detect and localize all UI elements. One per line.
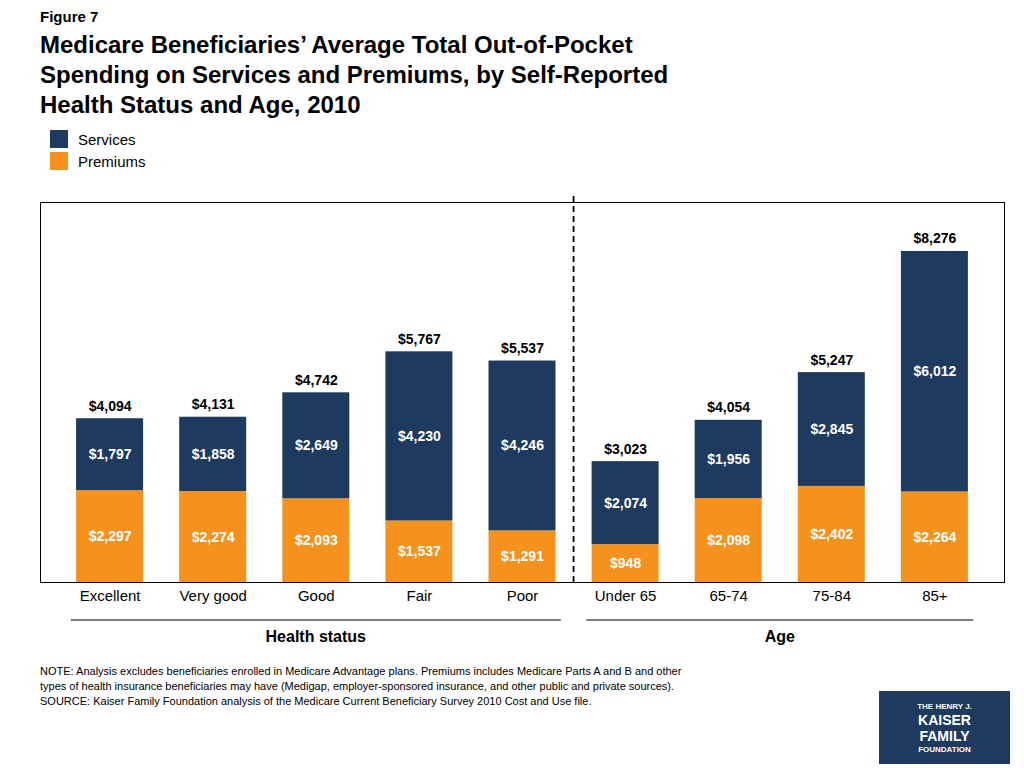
- svg-text:Poor: Poor: [507, 587, 539, 604]
- html-text:Premiums: Premiums: [78, 152, 146, 170]
- svg-text:$5,767: $5,767: [398, 331, 441, 347]
- svg-text:$4,094: $4,094: [89, 398, 132, 414]
- html-text:Figure 7: Figure 7: [40, 8, 99, 25]
- svg-text:$3,023: $3,023: [604, 441, 647, 457]
- svg-text:$1,291: $1,291: [501, 548, 544, 564]
- svg-text:Under 65: Under 65: [595, 587, 657, 604]
- svg-text:$2,649: $2,649: [295, 437, 338, 453]
- html-text:FOUNDATION: FOUNDATION: [918, 744, 971, 754]
- svg-text:$5,247: $5,247: [810, 352, 853, 368]
- svg-text:$2,845: $2,845: [810, 421, 853, 437]
- svg-text:$4,246: $4,246: [501, 437, 544, 453]
- svg-text:$1,537: $1,537: [398, 543, 441, 559]
- svg-text:65-74: 65-74: [710, 587, 748, 604]
- svg-text:$1,797: $1,797: [89, 446, 132, 462]
- svg-text:$6,012: $6,012: [913, 363, 956, 379]
- svg-text:$2,274: $2,274: [192, 529, 235, 545]
- svg-text:Age: Age: [765, 628, 795, 645]
- svg-text:Fair: Fair: [406, 587, 432, 604]
- svg-text:$8,276: $8,276: [913, 230, 956, 246]
- html-text:NOTE: Analysis excludes benefi: NOTE: Analysis excludes beneficiaries en…: [40, 665, 682, 707]
- svg-text:85+: 85+: [922, 587, 948, 604]
- svg-text:$5,537: $5,537: [501, 340, 544, 356]
- svg-text:$4,230: $4,230: [398, 428, 441, 444]
- svg-text:Good: Good: [298, 587, 335, 604]
- svg-text:$4,742: $4,742: [295, 372, 338, 388]
- html-text:Services: Services: [78, 130, 136, 148]
- html-text:FAMILY: FAMILY: [919, 727, 970, 744]
- svg-text:$948: $948: [610, 555, 641, 571]
- svg-text:$1,956: $1,956: [707, 451, 750, 467]
- svg-text:$2,402: $2,402: [810, 526, 853, 542]
- svg-text:$2,098: $2,098: [707, 532, 750, 548]
- svg-text:$2,074: $2,074: [604, 495, 647, 511]
- svg-text:75-84: 75-84: [813, 587, 851, 604]
- svg-text:$4,131: $4,131: [192, 396, 235, 412]
- svg-text:$2,297: $2,297: [89, 528, 132, 544]
- svg-text:Excellent: Excellent: [80, 587, 142, 604]
- svg-text:$2,264: $2,264: [913, 529, 956, 545]
- html-text:Medicare Beneficiaries’ Averag: Medicare Beneficiaries’ Average Total Ou…: [40, 31, 669, 118]
- svg-text:$2,093: $2,093: [295, 532, 338, 548]
- svg-text:Health status: Health status: [266, 628, 367, 645]
- svg-text:$4,054: $4,054: [707, 399, 750, 415]
- html-text:THE HENRY J.: THE HENRY J.: [917, 701, 972, 711]
- html-text:KAISER: KAISER: [918, 711, 971, 728]
- svg-text:Very good: Very good: [179, 587, 247, 604]
- svg-text:$1,858: $1,858: [192, 446, 235, 462]
